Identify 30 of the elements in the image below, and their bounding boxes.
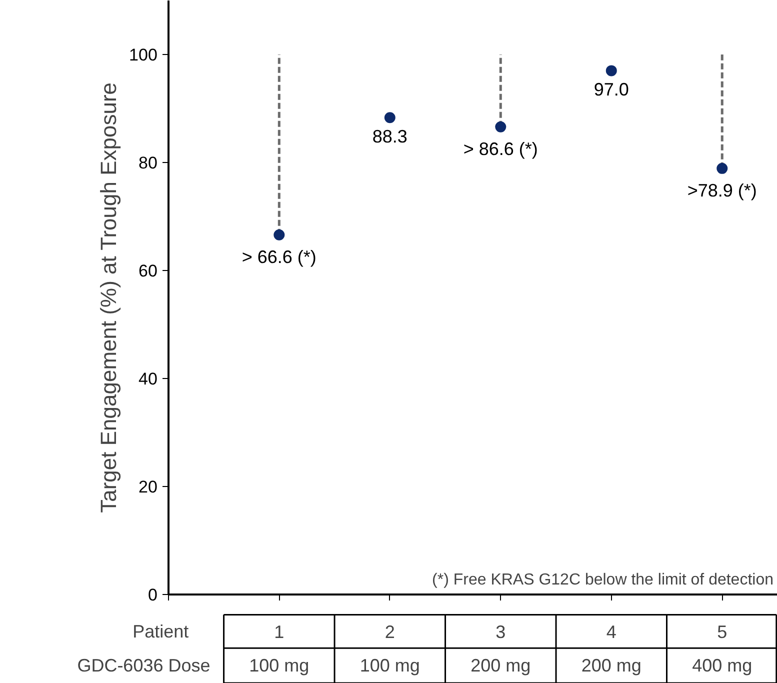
point: [716, 162, 728, 174]
annotation: (*) Free KRAS G12C below the limit of detection: [432, 571, 774, 588]
x-tick-label: 5: [717, 622, 728, 642]
y-tick-label: 100: [129, 45, 158, 64]
point: [495, 121, 506, 132]
data-label: >78.9 (*): [687, 180, 757, 200]
text: 200 mg: [581, 656, 642, 676]
x-tick-label: 2: [384, 622, 395, 642]
x-axis-title: Patient: [132, 621, 189, 642]
data-label: 88.3: [372, 126, 408, 147]
text: 100 mg: [249, 656, 310, 676]
y-tick-label: 0: [148, 585, 158, 604]
text: GDC-6036 Dose: [77, 656, 210, 676]
y-tick-label: 80: [138, 153, 158, 172]
data-label: > 66.6 (*): [242, 246, 316, 267]
y-tick-label: 60: [138, 261, 158, 280]
data-label: 97.0: [594, 80, 629, 100]
text: 200 mg: [470, 656, 531, 676]
x-tick-label: 4: [606, 622, 616, 642]
text: 100 mg: [360, 656, 420, 676]
point: [384, 112, 396, 124]
x-tick-label: 1: [274, 622, 284, 642]
y-axis-title: Target Engagement (%) at Trough Exposure: [96, 82, 122, 513]
point: [606, 65, 617, 76]
text: 400 mg: [692, 656, 752, 676]
point: [274, 229, 285, 240]
x-tick-label: 3: [496, 622, 506, 642]
y-tick-label: 40: [138, 369, 158, 388]
y-tick-label: 20: [138, 477, 158, 496]
data-label: > 86.6 (*): [463, 138, 538, 159]
